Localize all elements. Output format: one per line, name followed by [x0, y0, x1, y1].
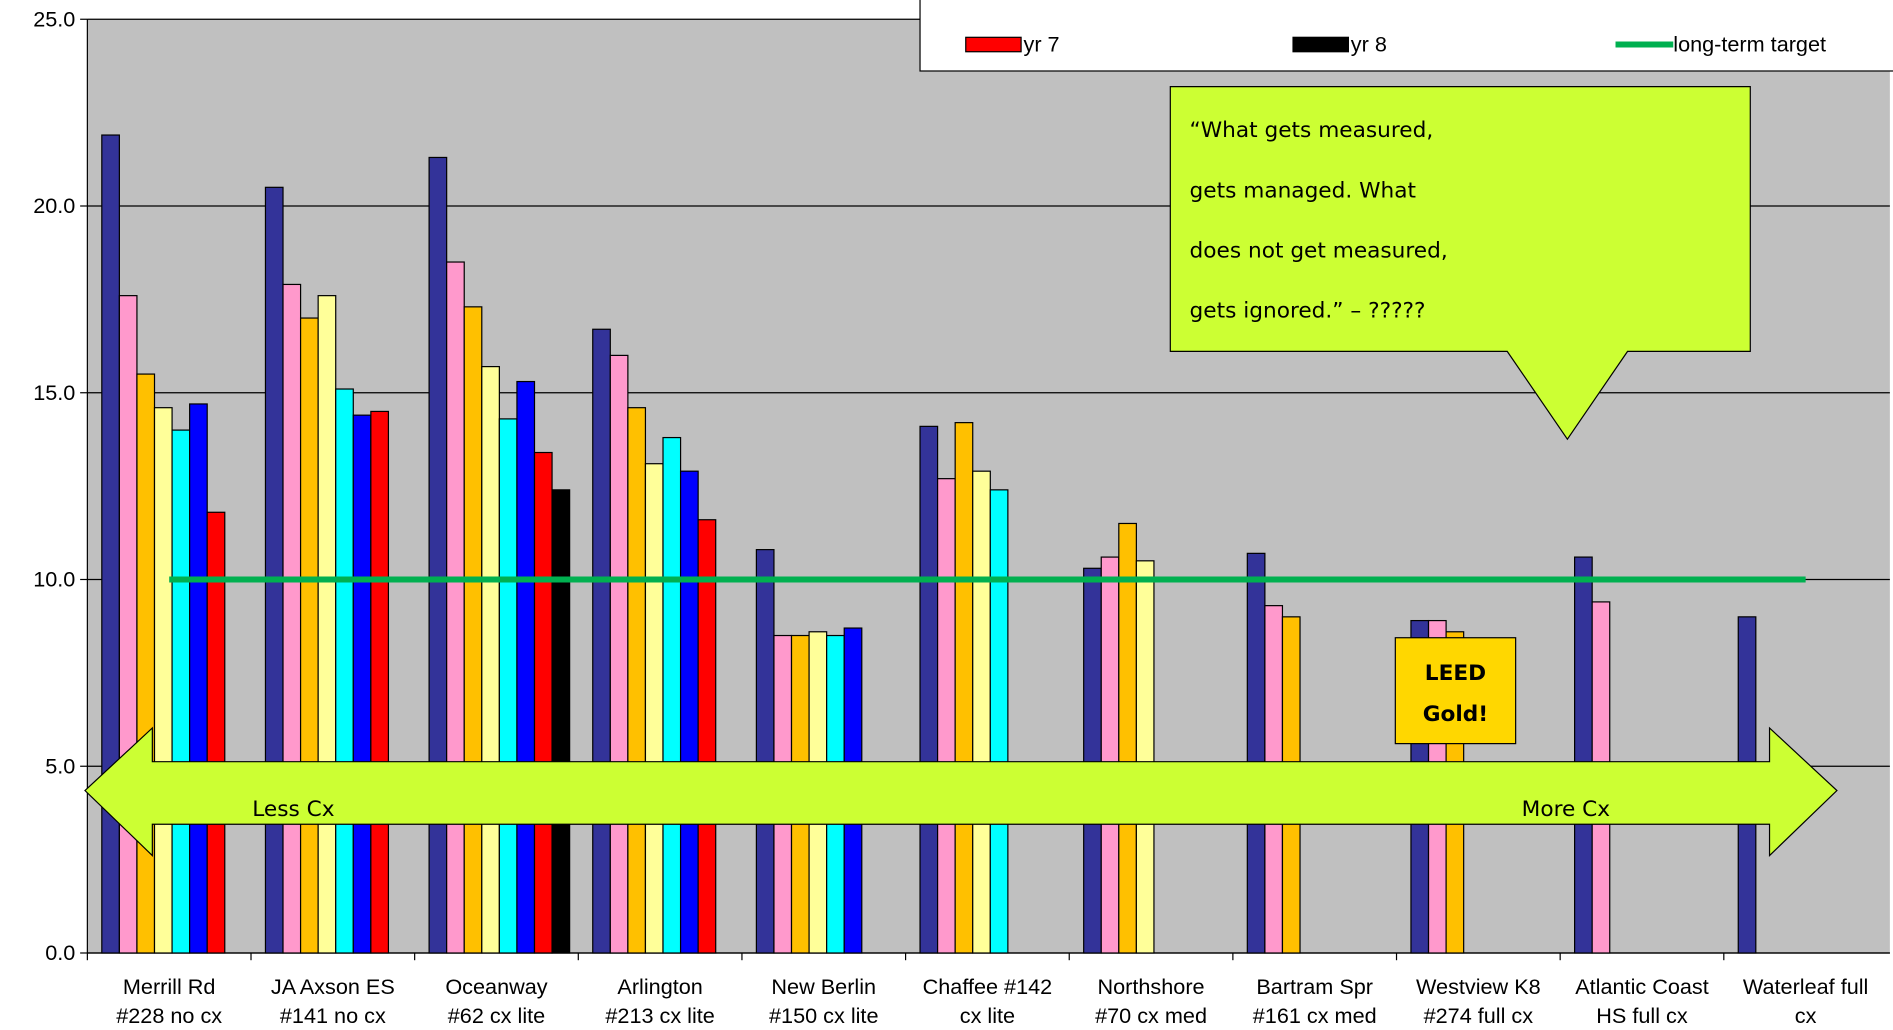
bar [592, 328, 611, 954]
less-cx: Less Cx [252, 797, 335, 822]
bar [1246, 552, 1266, 954]
bar [136, 373, 156, 954]
y-tick-label: 20.0 [33, 193, 75, 218]
bar [118, 295, 138, 954]
bar [919, 425, 939, 954]
bar [954, 422, 974, 954]
quote-callout [1169, 86, 1751, 441]
y-tick-label: 10.0 [33, 567, 75, 592]
legend-swatch [1292, 36, 1349, 53]
x-tick-label: Bartram Spr #161 cx med [1253, 974, 1377, 1028]
legend-label: long-term target [1673, 32, 1826, 57]
bar [662, 436, 682, 954]
bar [1574, 556, 1593, 954]
quote-line: “What gets measured, [1190, 118, 1434, 143]
bar [206, 511, 226, 954]
legend-label: yr 7 [1024, 32, 1060, 57]
bar [264, 186, 284, 954]
bar [533, 451, 553, 954]
bar [428, 156, 448, 954]
legend-label: yr 8 [1351, 32, 1387, 57]
bar [989, 489, 1009, 954]
x-tick-label: Oceanway #62 cx lite [445, 974, 547, 1028]
x-tick-label: Westview K8 #274 full cx [1416, 974, 1541, 1028]
leed-text: LEED [1425, 661, 1486, 686]
bar [609, 354, 629, 954]
bar [972, 470, 991, 954]
bar [1118, 522, 1137, 954]
bar [189, 403, 208, 954]
y-tick-label: 5.0 [45, 753, 75, 778]
bar [516, 380, 536, 954]
bar [644, 463, 664, 954]
bar [1100, 556, 1120, 954]
x-tick-label: Chaffee #142 cx lite [923, 974, 1053, 1028]
bar [498, 418, 518, 954]
bar [370, 410, 390, 954]
bar [481, 366, 500, 954]
y-tick-label: 15.0 [33, 380, 75, 405]
bar [936, 478, 956, 954]
x-tick-label: New Berlin #150 cx lite [769, 974, 878, 1028]
bar [335, 388, 354, 954]
bar [299, 317, 319, 954]
bar [101, 134, 120, 954]
bar [446, 261, 465, 954]
bar [463, 306, 483, 954]
bar [755, 549, 775, 954]
bar [171, 429, 191, 954]
bar [153, 407, 173, 954]
quote-line: gets managed. What [1190, 178, 1416, 203]
bar [1135, 560, 1155, 954]
bar [1083, 567, 1102, 954]
x-tick-label: Merrill Rd #228 no cx [116, 974, 222, 1028]
quote-line: does not get measured, [1190, 239, 1448, 264]
bar [627, 407, 647, 954]
x-tick-label: Northshore #70 cx med [1095, 974, 1207, 1028]
bar [282, 283, 302, 954]
more-cx: More Cx [1522, 797, 1611, 822]
x-tick-label: JA Axson ES #141 no cx [271, 974, 395, 1028]
quote-line: gets ignored.” – ????? [1190, 299, 1426, 324]
leed-text: Gold! [1423, 702, 1488, 727]
y-tick-label: 25.0 [33, 6, 75, 31]
legend [919, 0, 1893, 72]
legend-swatch [965, 36, 1022, 53]
x-tick-label: Arlington #213 cx lite [605, 974, 714, 1028]
bar [551, 489, 571, 954]
bar [679, 470, 699, 954]
leed-box [1394, 637, 1517, 745]
x-tick-label: Atlantic Coast HS full cx [1575, 974, 1709, 1028]
bar [317, 295, 337, 954]
y-tick-label: 0.0 [45, 940, 75, 965]
cx-arrow [84, 726, 1838, 857]
bar [697, 519, 717, 954]
x-tick-label: Waterleaf full cx [1743, 974, 1868, 1028]
bar [352, 414, 372, 954]
